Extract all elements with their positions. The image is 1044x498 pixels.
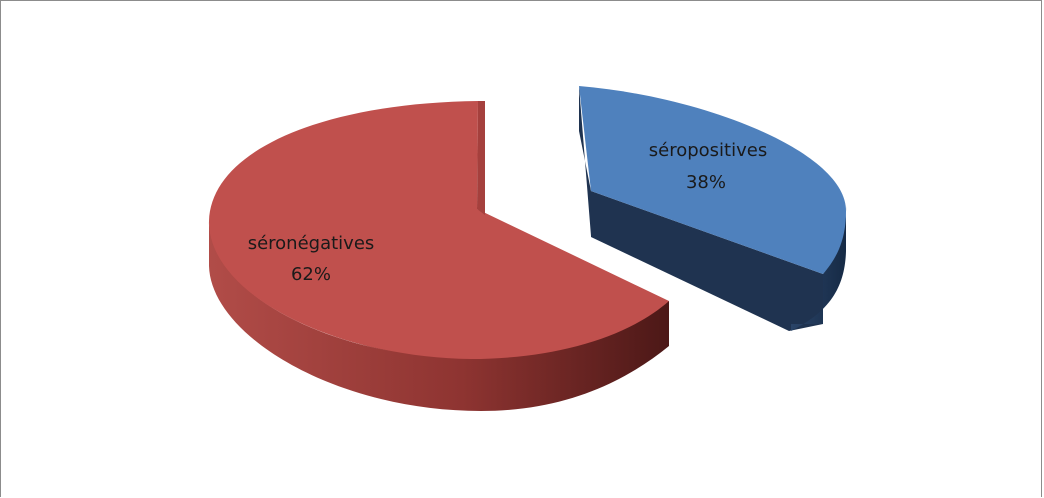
slice-seronegatives-wedge-edge bbox=[477, 101, 485, 215]
slice-seropositives-front-wall bbox=[591, 191, 823, 331]
slice-seropositives-top bbox=[579, 86, 846, 274]
slice-seropositives-inner-wall bbox=[579, 86, 591, 236]
seronegatives-percent: 62% bbox=[291, 264, 331, 285]
seropositives-label: séropositives bbox=[649, 140, 767, 161]
slice-seropositives-outer-side bbox=[791, 206, 847, 331]
slice-seropositives bbox=[579, 86, 847, 331]
seropositives-percent: 38% bbox=[686, 172, 726, 193]
slice-seronegatives-side-lower bbox=[209, 221, 669, 411]
seronegatives-label: séronégatives bbox=[248, 233, 375, 254]
slice-seronegatives bbox=[208, 101, 669, 411]
slice-seronegatives-top bbox=[208, 101, 669, 359]
